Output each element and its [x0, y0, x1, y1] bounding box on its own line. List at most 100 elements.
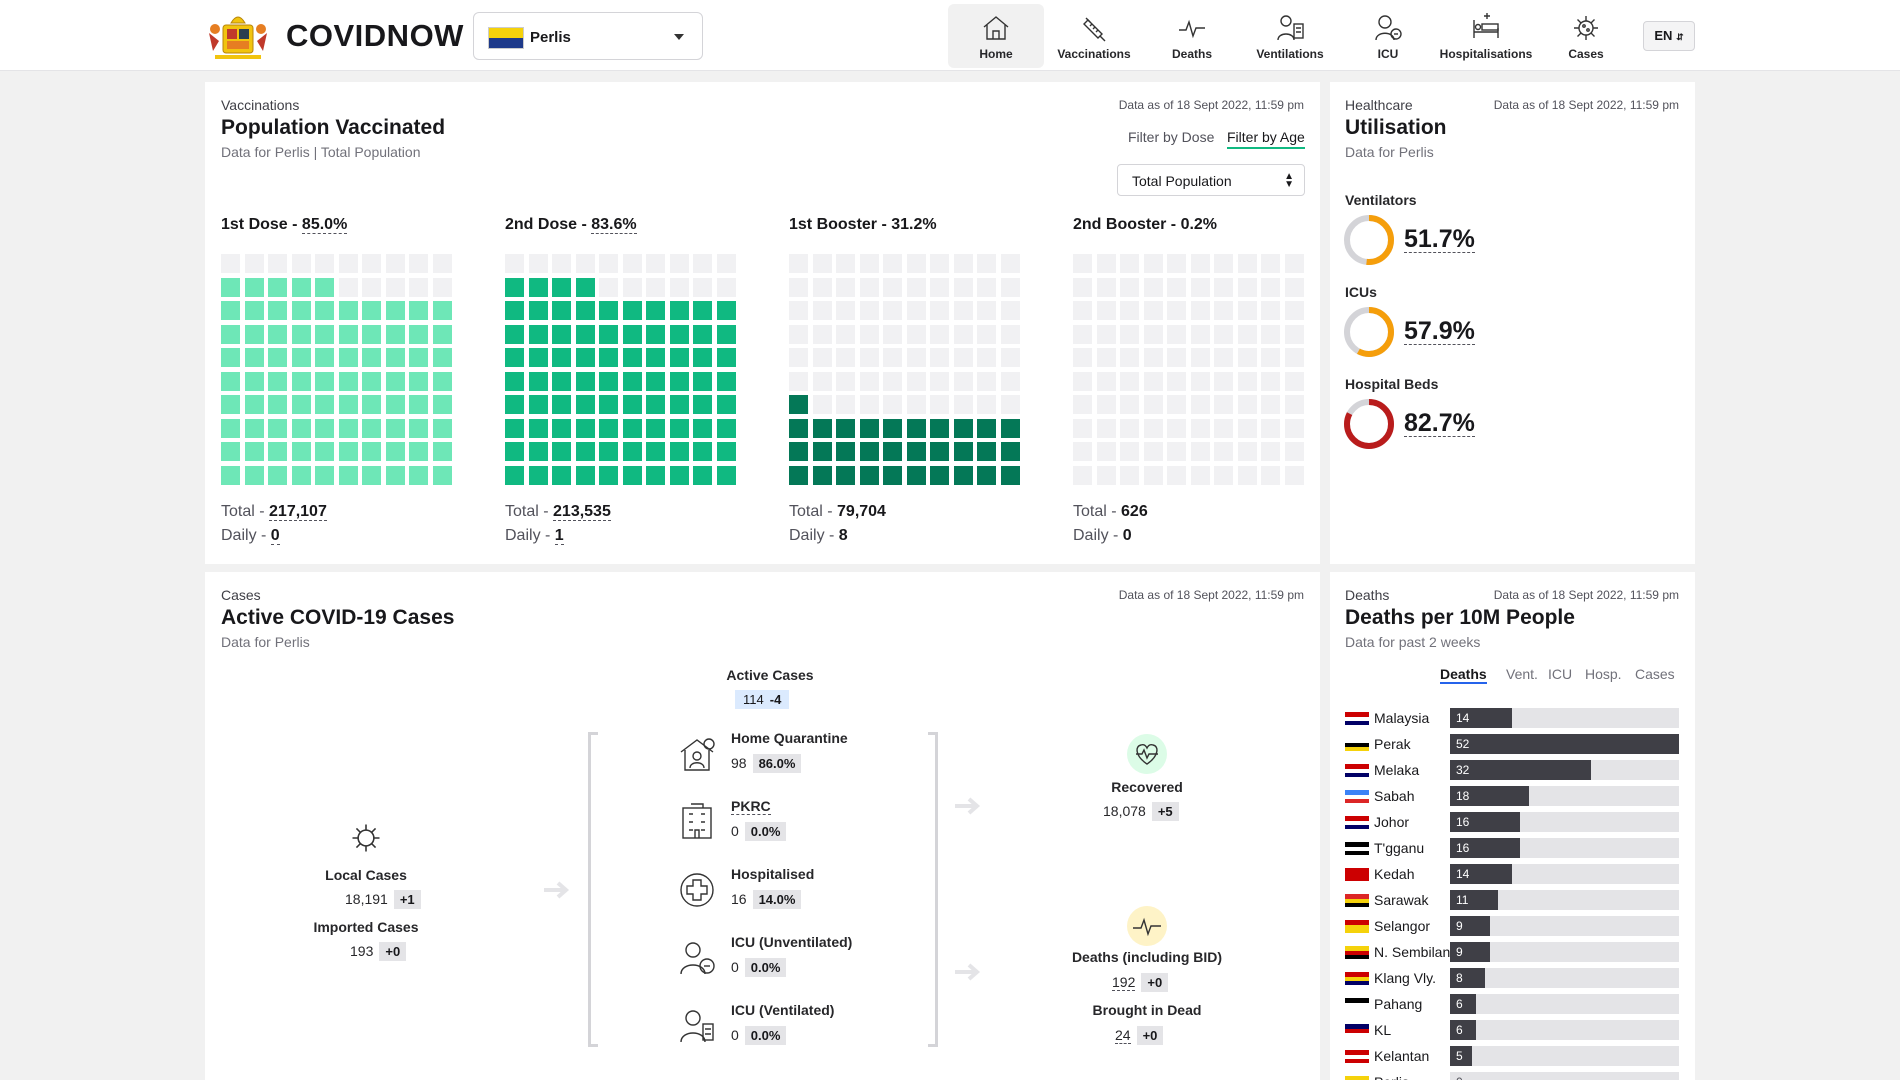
- as-of-timestamp: Data as of 18 Sept 2022, 11:59 pm: [1493, 98, 1679, 112]
- waffle-cell: [1000, 348, 1020, 367]
- tab-vent[interactable]: Vent.: [1506, 666, 1538, 682]
- card-subtitle: Data for Perlis: [221, 634, 310, 650]
- waffle-cell: [244, 301, 264, 320]
- waffle-cell: [338, 465, 358, 485]
- nav-vaccinations[interactable]: Vaccinations: [1044, 4, 1144, 68]
- waffle-cell: [599, 277, 618, 297]
- waffle-cell: [669, 254, 689, 273]
- imported-cases-count: 193: [350, 943, 374, 959]
- dose-total-value[interactable]: 213,535: [553, 503, 611, 521]
- bar-track[interactable]: 14: [1450, 864, 1679, 884]
- waffle-cell: [1120, 324, 1139, 344]
- bar-track[interactable]: 11: [1450, 890, 1679, 910]
- waffle-cell: [315, 418, 334, 438]
- state-flag-icon: [1345, 920, 1369, 933]
- waffle-cell: [362, 418, 381, 438]
- waffle-cell: [812, 277, 832, 297]
- dose-percent[interactable]: 83.6%: [591, 216, 637, 234]
- waffle-cell: [669, 348, 689, 367]
- local-cases-value: 18,191 +1: [345, 890, 421, 909]
- brand-title[interactable]: COVIDNOW: [286, 18, 464, 53]
- utilisation-value[interactable]: 51.7%: [1404, 225, 1475, 253]
- dose-total-value[interactable]: 217,107: [269, 503, 327, 521]
- waffle-cell: [646, 324, 665, 344]
- dose-percent[interactable]: 85.0%: [301, 216, 348, 234]
- tab-cases[interactable]: Cases: [1635, 666, 1675, 682]
- waffle-cell: [669, 395, 689, 414]
- waffle-cell: [789, 442, 808, 461]
- bar-track[interactable]: 5: [1450, 1046, 1679, 1066]
- waffle-cell: [1214, 465, 1233, 485]
- bar-category-label: Kedah: [1374, 866, 1415, 882]
- bar-track[interactable]: 0: [1450, 1072, 1679, 1080]
- waffle-cell: [906, 254, 926, 273]
- waffle-cell: [1167, 277, 1186, 297]
- bar-track[interactable]: 8: [1450, 968, 1679, 988]
- nav-home[interactable]: Home: [948, 4, 1044, 68]
- nav-icu[interactable]: ICU: [1340, 4, 1436, 68]
- waffle-cell: [1190, 395, 1210, 414]
- population-select[interactable]: Total Population ▲ ▼: [1117, 164, 1305, 196]
- waffle-cell: [244, 254, 264, 273]
- dose-daily-value[interactable]: 1: [554, 527, 564, 545]
- waffle-cell: [1261, 465, 1280, 485]
- tab-icu[interactable]: ICU: [1548, 666, 1573, 682]
- waffle-cell: [291, 418, 311, 438]
- case-state-label[interactable]: PKRC: [731, 798, 771, 815]
- filter-by-dose-tab[interactable]: Filter by Dose: [1128, 129, 1215, 145]
- bar-track[interactable]: 9: [1450, 916, 1679, 936]
- waffle-cell: [362, 442, 381, 461]
- deaths-count[interactable]: 192: [1112, 974, 1136, 991]
- filter-by-age-tab[interactable]: Filter by Age: [1227, 129, 1305, 149]
- nav-hospitalisations[interactable]: Hospitalisations: [1436, 4, 1536, 68]
- waffle-cell: [812, 395, 832, 414]
- nav-cases[interactable]: Cases: [1536, 4, 1636, 68]
- waffle-cell: [552, 465, 571, 485]
- bar-track[interactable]: 9: [1450, 942, 1679, 962]
- nav-deaths[interactable]: Deaths: [1144, 4, 1240, 68]
- language-select[interactable]: EN ⇵: [1643, 21, 1695, 51]
- malaysia-coat-of-arms-logo[interactable]: [205, 11, 271, 61]
- state-select[interactable]: Perlis: [473, 12, 703, 60]
- waffle-cell: [575, 348, 595, 367]
- waffle-cell: [599, 418, 618, 438]
- waffle-cell: [622, 348, 642, 367]
- waffle-cell: [385, 395, 405, 414]
- waffle-cell: [244, 418, 264, 438]
- bar-track[interactable]: 52: [1450, 734, 1679, 754]
- bar-track[interactable]: 32: [1450, 760, 1679, 780]
- utilisation-value[interactable]: 57.9%: [1404, 317, 1475, 345]
- waffle-cell: [244, 277, 264, 297]
- waffle-cell: [836, 371, 855, 391]
- waffle-cell: [716, 277, 736, 297]
- waffle-cell: [622, 465, 642, 485]
- waffle-cell: [268, 254, 287, 273]
- dose-label: 1st Dose -: [221, 216, 302, 233]
- bar-track[interactable]: 14: [1450, 708, 1679, 728]
- bar-track[interactable]: 6: [1450, 994, 1679, 1014]
- nav-ventilations[interactable]: Ventilations: [1240, 4, 1340, 68]
- waffle-cell: [599, 348, 618, 367]
- bar-track[interactable]: 16: [1450, 812, 1679, 832]
- waffle-cell: [409, 254, 428, 273]
- imported-cases-label: Imported Cases: [313, 919, 419, 935]
- dose-daily-value[interactable]: 0: [270, 527, 280, 545]
- waffle-cell: [385, 277, 405, 297]
- utilisation-value[interactable]: 82.7%: [1404, 409, 1475, 437]
- brought-in-dead-count[interactable]: 24: [1115, 1027, 1131, 1044]
- waffle-cell: [1237, 395, 1257, 414]
- waffle-cell: [385, 348, 405, 367]
- state-flag-icon: [1345, 712, 1369, 725]
- tab-hosp[interactable]: Hosp.: [1585, 666, 1622, 682]
- waffle-cell: [432, 348, 452, 367]
- bar-track[interactable]: 18: [1450, 786, 1679, 806]
- bar-track[interactable]: 16: [1450, 838, 1679, 858]
- dose-waffle-chart: [221, 254, 453, 486]
- pulse-icon: [1127, 906, 1167, 946]
- tab-deaths[interactable]: Deaths: [1440, 666, 1487, 684]
- bar-track[interactable]: 6: [1450, 1020, 1679, 1040]
- daily-label: Daily -: [505, 527, 555, 544]
- waffle-cell: [552, 371, 571, 391]
- vaccination-card: Vaccinations Population Vaccinated Data …: [205, 82, 1320, 564]
- waffle-cell: [221, 395, 240, 414]
